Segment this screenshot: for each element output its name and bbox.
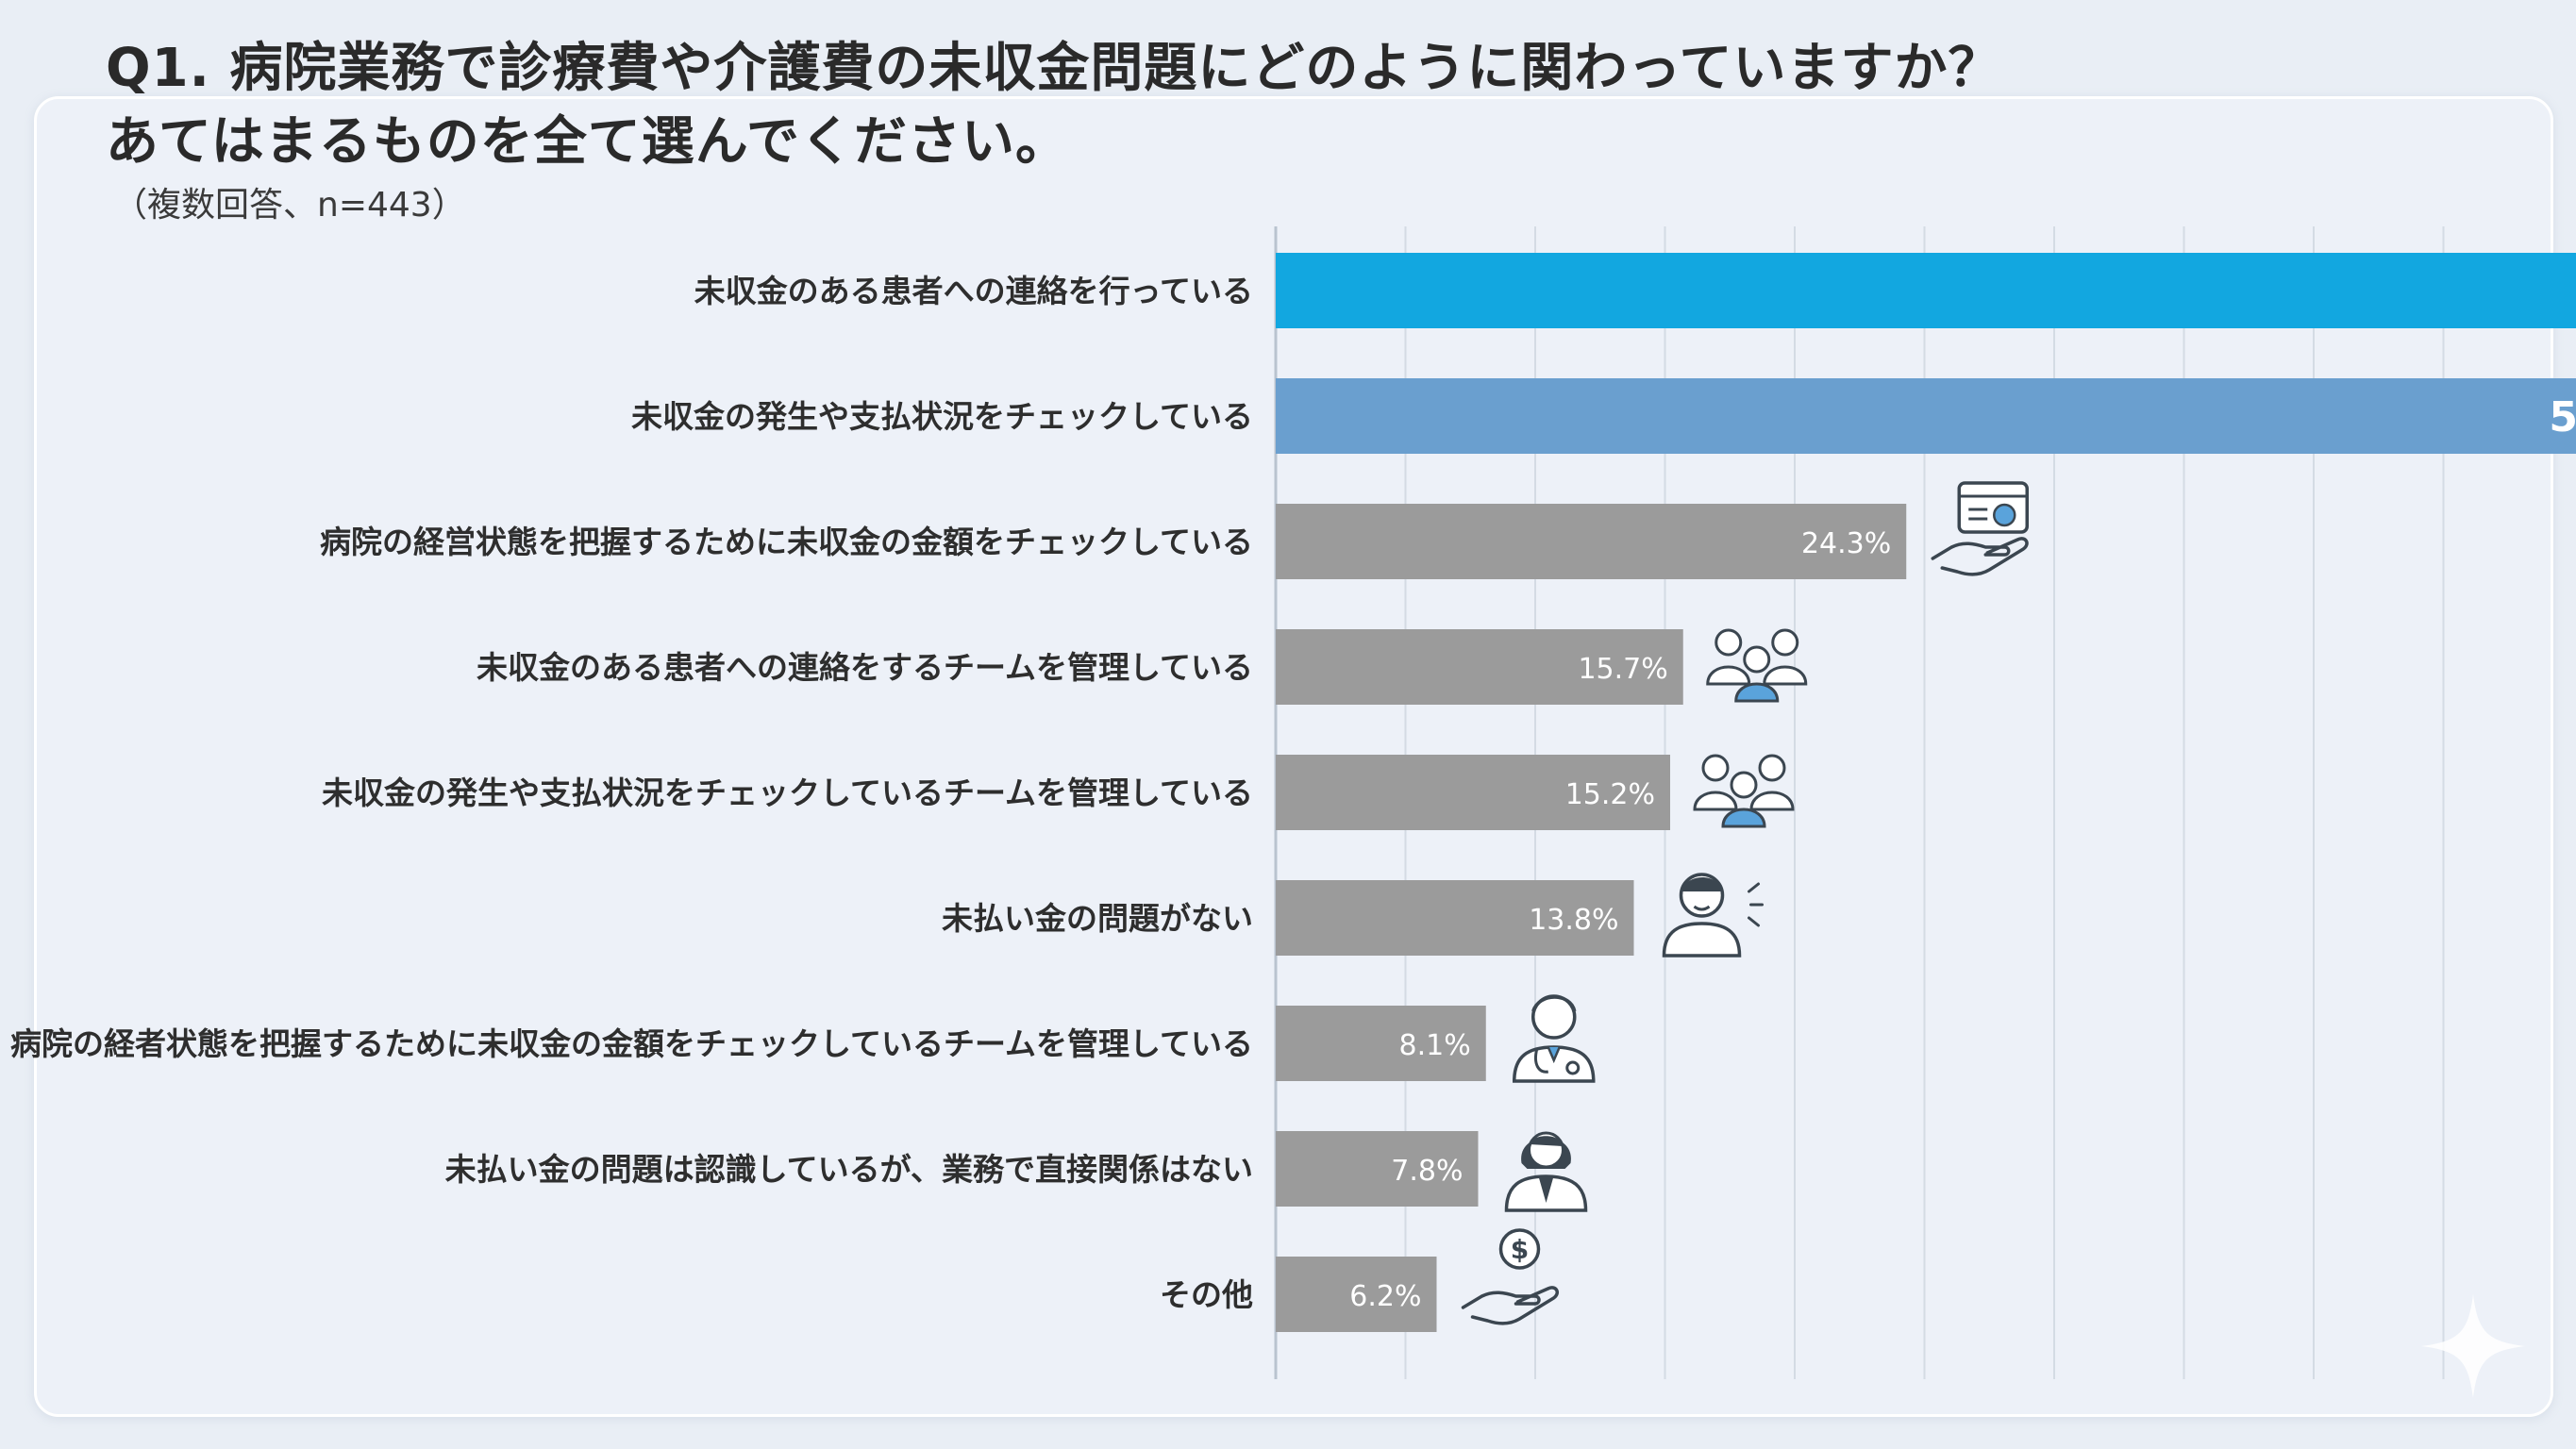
value-label: 15.7% bbox=[1578, 653, 1667, 686]
title-line-2: あてはまるものを全て選んでください。 bbox=[106, 111, 1069, 173]
team-group-icon bbox=[1706, 628, 1808, 703]
bar bbox=[1276, 880, 1634, 956]
value-label: 15.2% bbox=[1565, 778, 1655, 811]
office-worker-icon bbox=[1504, 1131, 1588, 1212]
value-label: 8.1% bbox=[1399, 1029, 1471, 1062]
chart-title: Q1. 病院業務で診療費や介護費の未収金問題にどのように関わっていますか？ あて… bbox=[106, 32, 2002, 179]
title-line-1: Q1. 病院業務で診療費や介護費の未収金問題にどのように関わっていますか？ bbox=[106, 38, 2002, 99]
bar bbox=[1276, 755, 1670, 830]
svg-text:$: $ bbox=[1511, 1234, 1529, 1265]
sparkle-icon bbox=[2421, 1294, 2525, 1398]
money-card-hand-icon bbox=[1931, 481, 2029, 576]
bar bbox=[1276, 378, 2576, 454]
team-group-icon bbox=[1693, 754, 1795, 828]
category-label: 病院の経営状態を把握するために未収金の金額をチェックしている bbox=[320, 524, 1253, 560]
bar bbox=[1276, 504, 1907, 579]
category-label: 未収金の発生や支払状況をチェックしているチームを管理している bbox=[322, 774, 1253, 811]
relaxed-person-icon bbox=[1662, 873, 1764, 958]
value-label: 55.2% bbox=[2549, 393, 2576, 441]
bar bbox=[1276, 1006, 1486, 1081]
category-label: 未払い金の問題は認識しているが、業務で直接関係はない bbox=[445, 1151, 1253, 1188]
bar bbox=[1276, 253, 2576, 328]
value-label: 7.8% bbox=[1391, 1155, 1463, 1188]
value-label: 6.2% bbox=[1349, 1280, 1421, 1313]
bar bbox=[1276, 1131, 1479, 1207]
bar bbox=[1276, 629, 1683, 705]
category-label: 未収金の発生や支払状況をチェックしている bbox=[631, 398, 1253, 435]
bar bbox=[1276, 1257, 1437, 1332]
value-label: 13.8% bbox=[1529, 904, 1618, 937]
value-label: 24.3% bbox=[1801, 527, 1891, 560]
category-label: その他 bbox=[1160, 1276, 1253, 1313]
coin-hand-icon: $ bbox=[1461, 1228, 1559, 1325]
category-label: 病院の経者状態を把握するために未収金の金額をチェックしているチームを管理している bbox=[10, 1025, 1253, 1062]
doctor-icon bbox=[1512, 994, 1596, 1083]
category-label: 未収金のある患者への連絡を行っている bbox=[694, 273, 1253, 309]
sample-note: （複数回答、n=443） bbox=[113, 186, 466, 225]
category-label: 未収金のある患者への連絡をするチームを管理している bbox=[477, 649, 1253, 686]
category-label: 未払い金の問題がない bbox=[942, 900, 1253, 937]
